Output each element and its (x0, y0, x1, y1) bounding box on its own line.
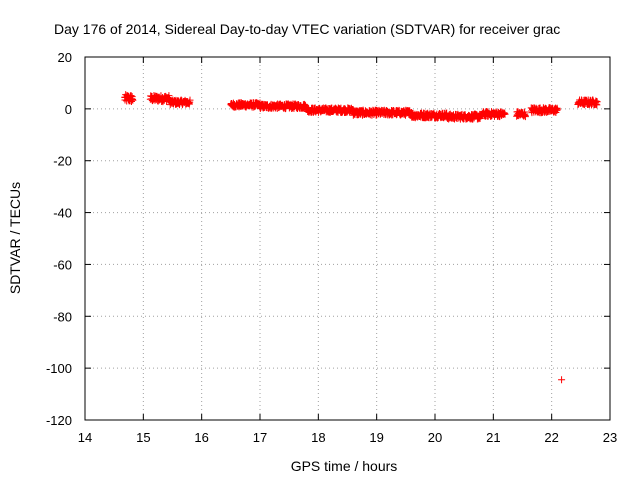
y-tick-label: -60 (53, 257, 72, 272)
y-tick-label: -80 (53, 309, 72, 324)
x-tick-label: 23 (603, 430, 617, 445)
data-points (121, 91, 601, 384)
plot-border (84, 56, 611, 421)
data-point (186, 96, 194, 104)
y-tick-label: 0 (65, 102, 72, 117)
x-tick-label: 15 (136, 430, 150, 445)
x-tick-label: 16 (194, 430, 208, 445)
data-point (593, 98, 601, 106)
data-point (501, 110, 509, 118)
data-point (129, 96, 137, 104)
y-tick-label: -100 (46, 361, 72, 376)
x-tick-label: 18 (311, 430, 325, 445)
y-tick-label: -120 (46, 413, 72, 428)
chart-title: Day 176 of 2014, Sidereal Day-to-day VTE… (54, 21, 560, 37)
y-tick-label: -20 (53, 154, 72, 169)
x-tick-label: 17 (253, 430, 267, 445)
y-axis: -120 -100 -80 -60 -40 -20 0 20 (46, 50, 610, 428)
x-axis: 14 15 16 17 18 19 20 21 22 23 (78, 57, 617, 445)
y-tick-label: -40 (53, 206, 72, 221)
x-tick-label: 20 (428, 430, 442, 445)
data-point (554, 106, 561, 114)
x-tick-label: 14 (78, 430, 92, 445)
y-tick-label: 20 (58, 50, 72, 65)
plot-frame (84, 56, 611, 421)
y-axis-label: SDTVAR / TECUs (7, 182, 23, 294)
outlier-point (558, 376, 566, 384)
x-tick-label: 19 (369, 430, 383, 445)
x-axis-label: GPS time / hours (291, 458, 398, 474)
x-tick-label: 21 (486, 430, 500, 445)
x-tick-label: 22 (544, 430, 558, 445)
data-point (521, 113, 529, 121)
